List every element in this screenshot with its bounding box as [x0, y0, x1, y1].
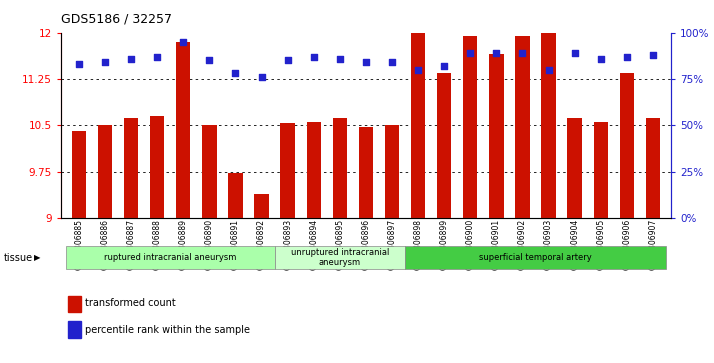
Point [178, 39, 189, 45]
Point [465, 50, 476, 56]
Point [647, 52, 658, 58]
Bar [333, 118, 347, 218]
Point [74, 61, 85, 67]
Bar [281, 123, 295, 218]
Bar [98, 125, 112, 218]
Point [413, 67, 424, 73]
Point [334, 56, 346, 61]
Text: unruptured intracranial
aneurysm: unruptured intracranial aneurysm [291, 248, 389, 268]
Bar [306, 122, 321, 218]
Point [543, 67, 554, 73]
Point [282, 57, 293, 63]
Bar [202, 125, 216, 218]
Bar [645, 118, 660, 218]
Bar [405, 246, 666, 269]
Bar [358, 127, 373, 218]
Bar [411, 33, 426, 218]
Point [126, 56, 137, 61]
Bar [228, 173, 243, 218]
Point [438, 63, 450, 69]
Bar [437, 73, 451, 218]
Bar [275, 246, 405, 269]
Point [621, 54, 633, 60]
Point [256, 74, 267, 80]
Bar [489, 54, 503, 218]
Text: superficial temporal artery: superficial temporal artery [479, 253, 592, 262]
Bar [124, 118, 139, 218]
Bar [66, 246, 275, 269]
Text: transformed count: transformed count [85, 298, 176, 308]
Point [99, 60, 111, 65]
Point [308, 54, 319, 60]
Text: percentile rank within the sample: percentile rank within the sample [85, 325, 250, 335]
Point [595, 56, 606, 61]
Point [491, 50, 502, 56]
Text: tissue: tissue [4, 253, 33, 263]
Text: ruptured intracranial aneurysm: ruptured intracranial aneurysm [104, 253, 236, 262]
Bar [72, 131, 86, 218]
Bar [568, 118, 582, 218]
Point [569, 50, 580, 56]
Point [386, 60, 398, 65]
Bar [150, 116, 164, 218]
Point [151, 54, 163, 60]
Text: GDS5186 / 32257: GDS5186 / 32257 [61, 13, 171, 26]
Text: ▶: ▶ [34, 253, 41, 262]
Bar [176, 42, 191, 218]
Point [203, 57, 215, 63]
Point [230, 70, 241, 76]
Bar [254, 194, 268, 218]
Bar [516, 36, 530, 218]
Bar [620, 73, 634, 218]
Bar [385, 125, 399, 218]
Bar [541, 33, 555, 218]
Point [360, 60, 371, 65]
Bar [593, 122, 608, 218]
Bar [463, 36, 478, 218]
Point [517, 50, 528, 56]
